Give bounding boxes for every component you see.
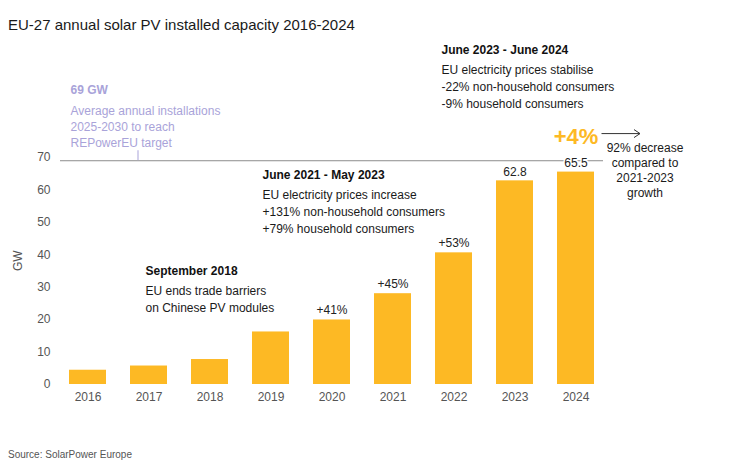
svg-text:40: 40 xyxy=(37,248,51,262)
svg-text:10: 10 xyxy=(37,345,51,359)
svg-text:September 2018: September 2018 xyxy=(146,264,238,278)
svg-text:2022: 2022 xyxy=(441,390,468,404)
svg-text:EU ends trade barrierson Chine: EU ends trade barrierson Chinese PV modu… xyxy=(146,284,275,315)
svg-text:69 GW: 69 GW xyxy=(71,83,109,97)
html-text:Source: SolarPower Europe: Source: SolarPower Europe xyxy=(8,449,132,460)
svg-text:65.5: 65.5 xyxy=(564,156,588,170)
svg-text:2018: 2018 xyxy=(197,390,224,404)
svg-text:+4%: +4% xyxy=(554,124,599,149)
svg-text:30: 30 xyxy=(37,280,51,294)
svg-text:+45%: +45% xyxy=(377,277,408,291)
svg-text:GW: GW xyxy=(11,250,25,271)
svg-text:50: 50 xyxy=(37,215,51,229)
svg-text:0: 0 xyxy=(44,377,51,391)
svg-text:June 2021 - May 2023: June 2021 - May 2023 xyxy=(263,168,385,182)
svg-text:2023: 2023 xyxy=(502,390,529,404)
svg-text:+41%: +41% xyxy=(316,303,347,317)
svg-text:2024: 2024 xyxy=(563,390,590,404)
svg-text:Average annual installations20: Average annual installations2025-2030 to… xyxy=(71,104,221,150)
svg-text:2016: 2016 xyxy=(75,390,102,404)
svg-text:2017: 2017 xyxy=(136,390,163,404)
html-text:EU-27 annual solar PV installe: EU-27 annual solar PV installed capacity… xyxy=(8,16,355,33)
svg-text:62.8: 62.8 xyxy=(503,165,527,179)
svg-text:60: 60 xyxy=(37,183,51,197)
svg-text:70: 70 xyxy=(37,150,51,164)
svg-text:2021: 2021 xyxy=(380,390,407,404)
svg-text:EU electricity prices stabilis: EU electricity prices stabilise-22% non-… xyxy=(442,63,615,111)
svg-text:June 2023 - June 2024: June 2023 - June 2024 xyxy=(442,43,569,57)
svg-text:EU electricity prices increase: EU electricity prices increase+131% non-… xyxy=(263,188,445,236)
svg-text:20: 20 xyxy=(37,312,51,326)
svg-text:2019: 2019 xyxy=(258,390,285,404)
svg-text:92% decreasecompared to2021-20: 92% decreasecompared to2021-2023growth xyxy=(607,141,684,200)
svg-text:2020: 2020 xyxy=(319,390,346,404)
svg-text:+53%: +53% xyxy=(438,236,469,250)
